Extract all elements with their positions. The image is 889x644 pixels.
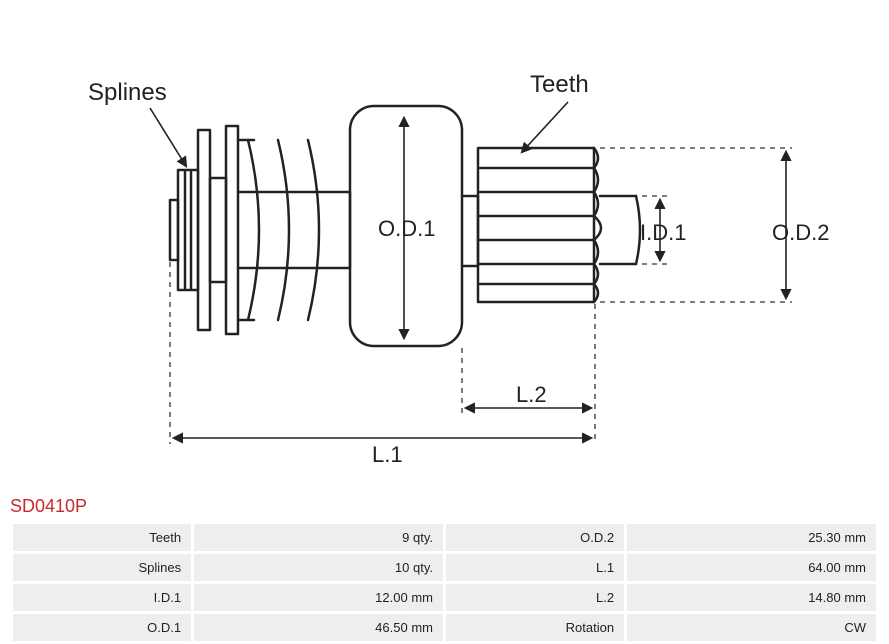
dimension-arrows (150, 102, 786, 438)
diagram-area: Splines Teeth O.D.1 I.D.1 O.D.2 L.2 L.1 (0, 0, 889, 490)
spec-table: Teeth 9 qty. O.D.2 25.30 mm Splines 10 q… (10, 521, 879, 644)
part-number: SD0410P (0, 490, 889, 521)
spec-label: L.1 (446, 554, 624, 581)
technical-drawing: Splines Teeth O.D.1 I.D.1 O.D.2 L.2 L.1 (0, 0, 889, 490)
spec-value: 64.00 mm (627, 554, 876, 581)
spec-value: 9 qty. (194, 524, 443, 551)
spec-value: 12.00 mm (194, 584, 443, 611)
teeth-label: Teeth (530, 71, 589, 98)
spec-label: Rotation (446, 614, 624, 641)
table-row: I.D.1 12.00 mm L.2 14.80 mm (13, 584, 876, 611)
spec-value: 14.80 mm (627, 584, 876, 611)
spec-label: Splines (13, 554, 191, 581)
table-row: Teeth 9 qty. O.D.2 25.30 mm (13, 524, 876, 551)
od2-label: O.D.2 (772, 220, 829, 245)
spec-value: 25.30 mm (627, 524, 876, 551)
l2-label: L.2 (516, 382, 547, 407)
spec-label: O.D.1 (13, 614, 191, 641)
spec-label: O.D.2 (446, 524, 624, 551)
spec-table-body: Teeth 9 qty. O.D.2 25.30 mm Splines 10 q… (13, 524, 876, 641)
id1-label: I.D.1 (640, 220, 686, 245)
spec-value: CW (627, 614, 876, 641)
spec-label: I.D.1 (13, 584, 191, 611)
table-row: Splines 10 qty. L.1 64.00 mm (13, 554, 876, 581)
splines-label: Splines (88, 79, 167, 106)
od1-label: O.D.1 (378, 216, 435, 241)
spec-value: 10 qty. (194, 554, 443, 581)
table-row: O.D.1 46.50 mm Rotation CW (13, 614, 876, 641)
spec-value: 46.50 mm (194, 614, 443, 641)
spec-label: Teeth (13, 524, 191, 551)
l1-label: L.1 (372, 442, 403, 467)
spec-label: L.2 (446, 584, 624, 611)
